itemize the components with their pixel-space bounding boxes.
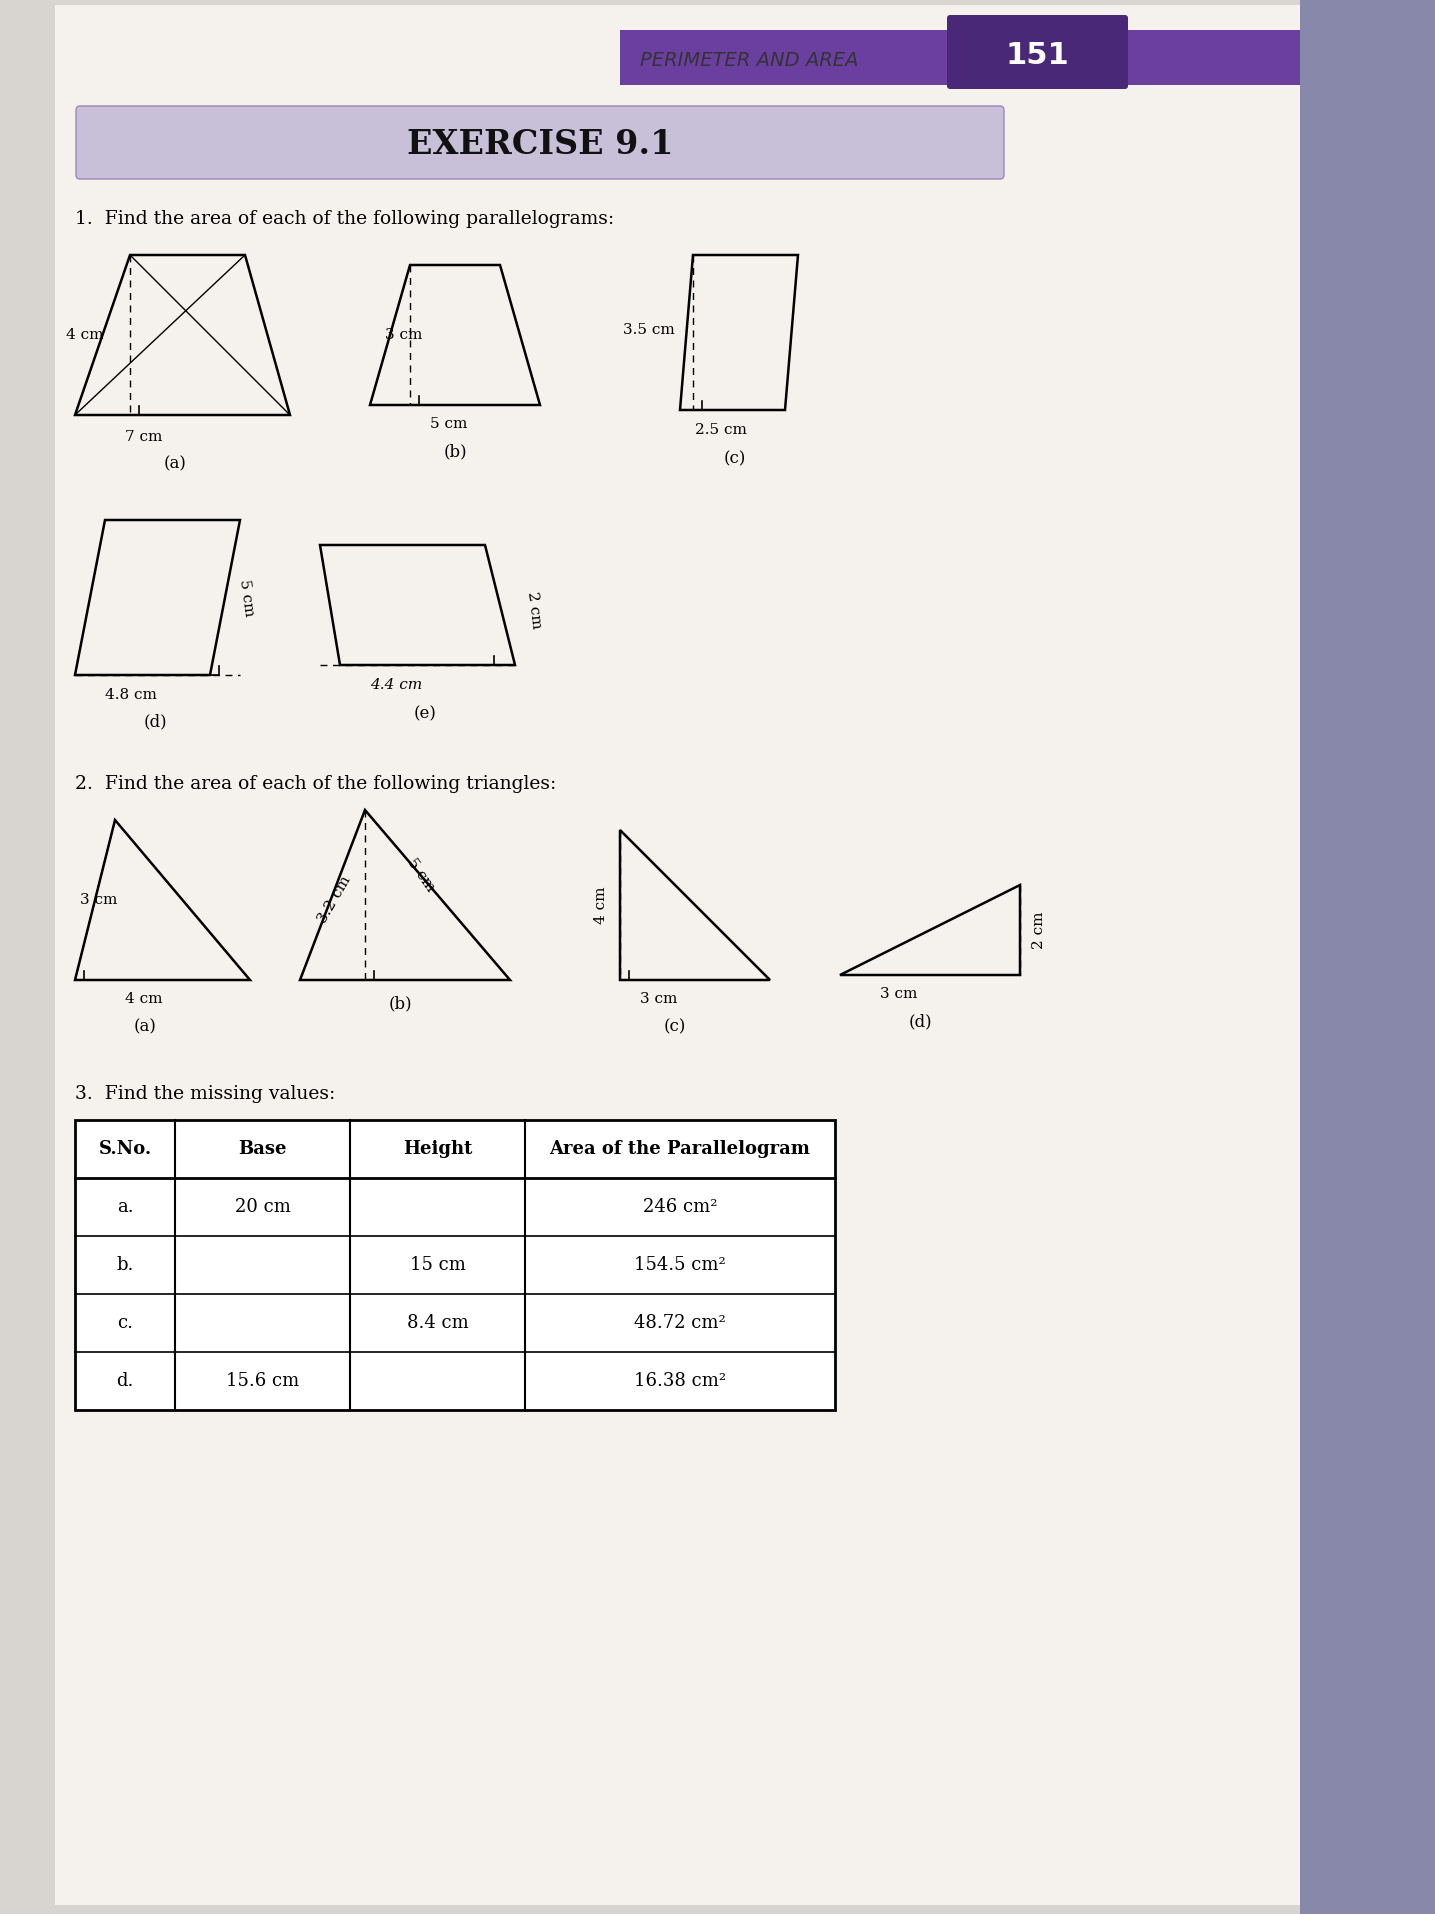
FancyBboxPatch shape — [55, 6, 1325, 1904]
Text: S.No.: S.No. — [99, 1141, 152, 1158]
Text: (a): (a) — [164, 456, 187, 473]
Text: 3.5 cm: 3.5 cm — [623, 323, 674, 337]
Text: 4 cm: 4 cm — [66, 327, 103, 343]
Text: 20 cm: 20 cm — [234, 1198, 290, 1215]
Text: Area of the Parallelogram: Area of the Parallelogram — [550, 1141, 811, 1158]
Text: (b): (b) — [443, 442, 466, 459]
Text: Height: Height — [403, 1141, 472, 1158]
Text: 5 cm: 5 cm — [237, 578, 255, 616]
Text: 5 cm: 5 cm — [430, 417, 468, 431]
Text: 246 cm²: 246 cm² — [643, 1198, 718, 1215]
Text: 1.  Find the area of each of the following parallelograms:: 1. Find the area of each of the followin… — [75, 211, 614, 228]
Text: 3 cm: 3 cm — [80, 894, 118, 907]
Text: 4 cm: 4 cm — [125, 991, 162, 1007]
Text: 15.6 cm: 15.6 cm — [225, 1372, 298, 1390]
Text: 2.5 cm: 2.5 cm — [695, 423, 746, 436]
Text: (a): (a) — [133, 1018, 156, 1035]
Text: (b): (b) — [389, 995, 412, 1013]
Text: 2 cm: 2 cm — [1032, 911, 1046, 949]
Text: 151: 151 — [1004, 40, 1069, 69]
Text: 3.2 cm: 3.2 cm — [316, 875, 353, 926]
Text: 2 cm: 2 cm — [525, 591, 544, 630]
FancyBboxPatch shape — [1300, 0, 1435, 1914]
FancyBboxPatch shape — [75, 1120, 835, 1411]
Text: 3 cm: 3 cm — [640, 991, 677, 1007]
Text: 4.4 cm: 4.4 cm — [370, 678, 422, 693]
Text: d.: d. — [116, 1372, 133, 1390]
Text: 2.  Find the area of each of the following triangles:: 2. Find the area of each of the followin… — [75, 775, 557, 792]
Text: Base: Base — [238, 1141, 287, 1158]
Text: 3 cm: 3 cm — [880, 988, 917, 1001]
Text: b.: b. — [116, 1256, 133, 1275]
Text: (e): (e) — [413, 704, 436, 722]
Text: PERIMETER AND AREA: PERIMETER AND AREA — [640, 50, 858, 69]
Text: 8.4 cm: 8.4 cm — [406, 1315, 468, 1332]
Text: 16.38 cm²: 16.38 cm² — [634, 1372, 726, 1390]
Text: 7 cm: 7 cm — [125, 431, 162, 444]
FancyBboxPatch shape — [947, 15, 1128, 88]
Text: 4.8 cm: 4.8 cm — [105, 687, 156, 702]
Text: 48.72 cm²: 48.72 cm² — [634, 1315, 726, 1332]
Text: (d): (d) — [144, 714, 166, 729]
Text: 154.5 cm²: 154.5 cm² — [634, 1256, 726, 1275]
Text: c.: c. — [118, 1315, 133, 1332]
Text: 4 cm: 4 cm — [594, 886, 608, 924]
Text: 15 cm: 15 cm — [409, 1256, 465, 1275]
Text: 3.  Find the missing values:: 3. Find the missing values: — [75, 1085, 336, 1102]
Text: a.: a. — [116, 1198, 133, 1215]
Text: (c): (c) — [664, 1018, 686, 1035]
FancyBboxPatch shape — [76, 105, 1004, 180]
Text: 3 cm: 3 cm — [385, 327, 422, 343]
Text: EXERCISE 9.1: EXERCISE 9.1 — [406, 128, 673, 161]
FancyBboxPatch shape — [620, 31, 1300, 84]
Text: 5 cm: 5 cm — [405, 856, 438, 894]
Text: (d): (d) — [908, 1013, 931, 1030]
Text: (c): (c) — [723, 450, 746, 467]
